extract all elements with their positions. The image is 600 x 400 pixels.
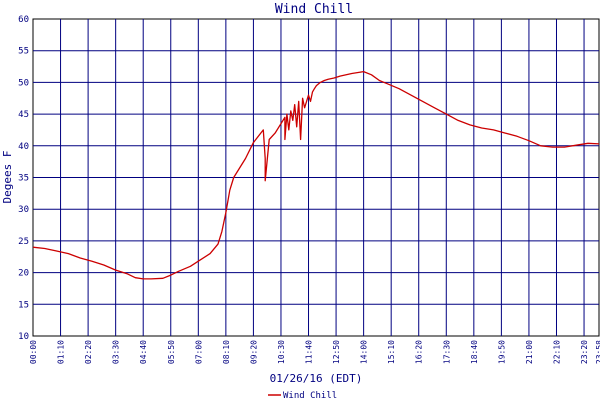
y-tick-label: 45	[18, 110, 29, 120]
x-tick-label: 05:50	[167, 340, 176, 364]
y-tick-label: 25	[18, 237, 29, 247]
x-tick-label: 04:40	[139, 340, 148, 364]
y-tick-label: 30	[18, 205, 29, 215]
y-tick-label: 20	[18, 269, 29, 279]
y-tick-label: 10	[18, 332, 29, 342]
x-tick-label: 09:20	[249, 340, 258, 364]
x-tick-label: 22:10	[552, 340, 561, 364]
x-tick-label: 00:00	[29, 340, 38, 364]
x-tick-label: 19:50	[497, 340, 506, 364]
y-tick-label: 15	[18, 300, 29, 310]
y-tick-label: 40	[18, 142, 29, 152]
x-tick-label: 18:40	[470, 340, 479, 364]
y-tick-label: 50	[18, 78, 29, 88]
x-tick-label: 14:00	[360, 340, 369, 364]
series-line-wind-chill	[32, 70, 600, 280]
y-tick-label: 55	[18, 47, 29, 57]
x-tick-label: 10:30	[277, 340, 286, 364]
chart-title: Wind Chill	[275, 2, 353, 17]
x-tick-label: 23:58	[595, 340, 600, 364]
x-tick-label: 16:20	[415, 340, 424, 364]
x-tick-label: 17:30	[442, 340, 451, 364]
series-layer	[32, 70, 600, 280]
y-axis-label: Degees F	[1, 151, 14, 204]
x-tick-labels: 00:00 01:10 02:20 03:30 04:40 05:50 07:00 08:10…	[29, 340, 600, 364]
legend-label: Wind Chill	[283, 391, 337, 400]
legend: Wind Chill	[268, 391, 337, 400]
x-tick-label: 11:40	[305, 340, 314, 364]
x-tick-label: 08:10	[222, 340, 231, 364]
x-tick-label: 02:20	[84, 340, 93, 364]
x-tick-label: 15:10	[387, 340, 396, 364]
x-tick-label: 07:00	[194, 340, 203, 364]
x-tick-label: 21:00	[525, 340, 534, 364]
y-tick-labels: 10 15 20 25 30 35 40 45 50 55 60	[18, 15, 29, 342]
y-tick-label: 60	[18, 15, 29, 25]
x-tick-label: 23:20	[580, 340, 589, 364]
x-tick-label: 01:10	[57, 340, 66, 364]
x-axis-label: 01/26/16 (EDT)	[270, 372, 363, 385]
x-tick-label: 03:30	[112, 340, 121, 364]
y-tick-label: 35	[18, 174, 29, 184]
x-tick-label: 12:50	[332, 340, 341, 364]
